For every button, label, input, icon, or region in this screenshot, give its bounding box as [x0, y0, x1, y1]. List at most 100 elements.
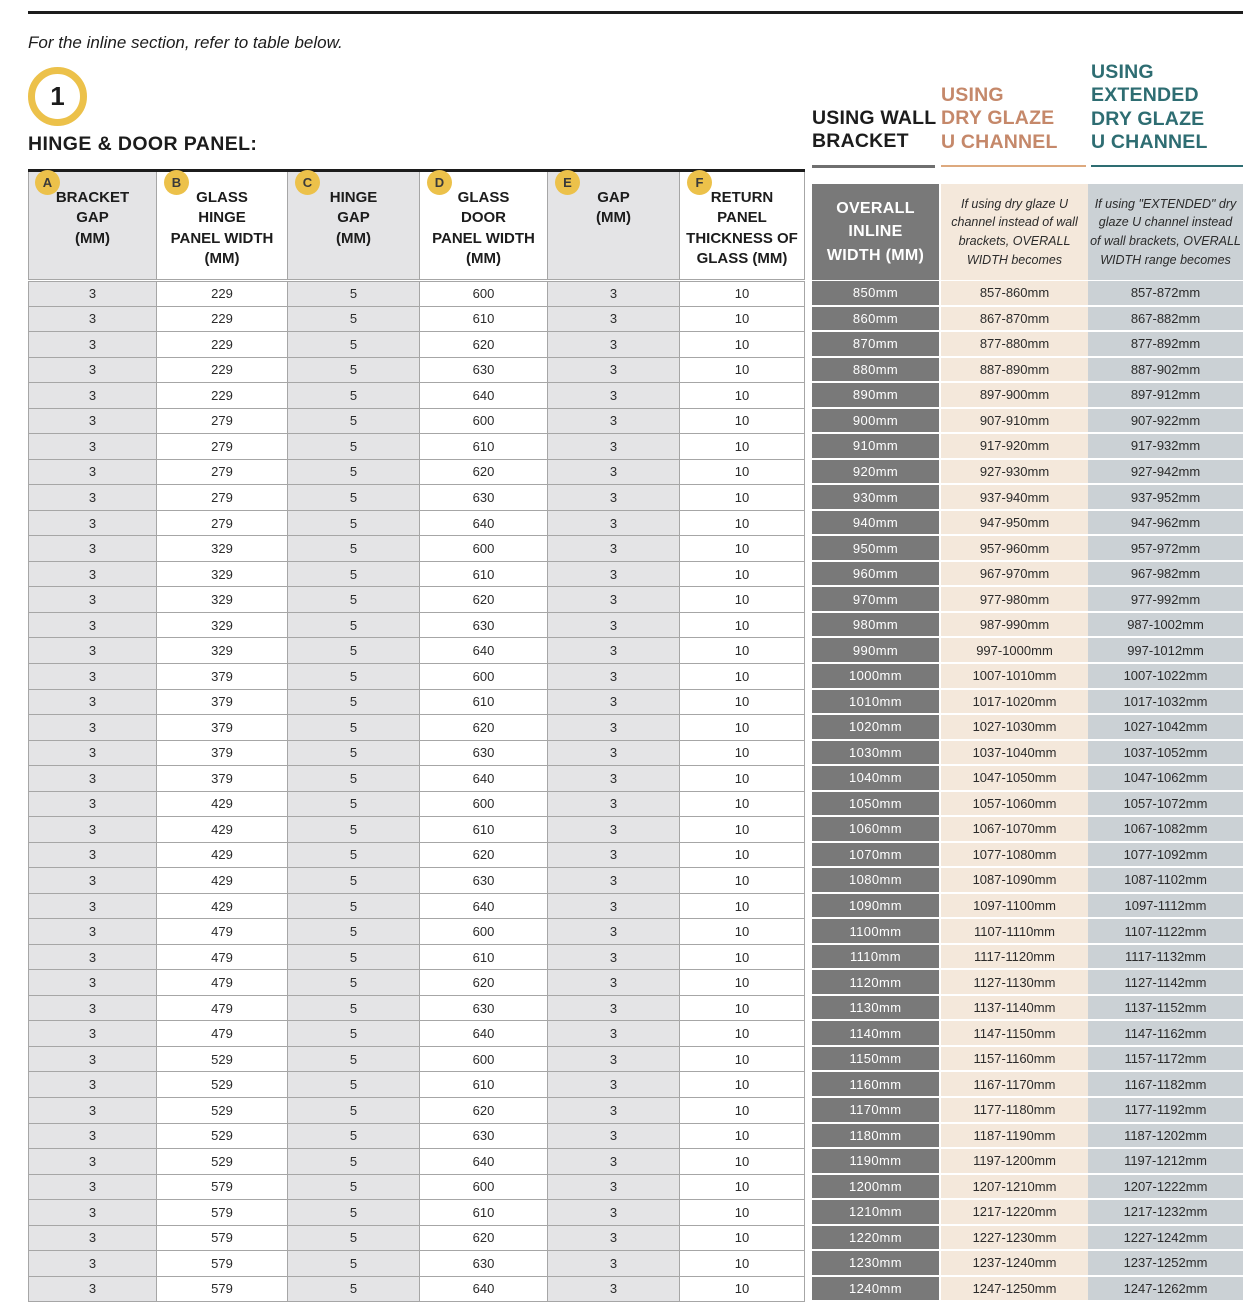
- column-header-dry-glaze-note: If using dry glaze U channel instead of …: [941, 184, 1088, 280]
- cell-dry-glaze-width: 1007-1010mm: [941, 663, 1088, 690]
- cell-return-panel-thickness: 10: [680, 1225, 805, 1252]
- cell-hinge-gap: 5: [288, 1072, 420, 1098]
- cell-return-panel-thickness: 10: [680, 1098, 805, 1124]
- cell-return-panel-thickness: 10: [680, 357, 805, 384]
- column-gap: [805, 664, 812, 690]
- cell-glass-hinge-panel-width: 579: [157, 1276, 288, 1303]
- cell-gap: 3: [548, 281, 680, 307]
- cell-glass-door-panel-width: 630: [420, 868, 548, 894]
- cell-return-panel-thickness: 10: [680, 893, 805, 920]
- cell-hinge-gap: 5: [288, 1200, 420, 1226]
- column-header-return-panel-thickness: RETURN PANEL THICKNESS OF GLASS (MM): [680, 172, 805, 280]
- cell-extended-width: 1017-1032mm: [1088, 689, 1243, 716]
- cell-return-panel-thickness: 10: [680, 1251, 805, 1277]
- cell-glass-hinge-panel-width: 429: [157, 868, 288, 894]
- cell-return-panel-thickness: 10: [680, 970, 805, 996]
- column-header-glass-door-panel-width: GLASS DOOR PANEL WIDTH (MM): [420, 172, 548, 280]
- cell-extended-width: 1237-1252mm: [1088, 1251, 1243, 1277]
- cell-overall-inline-width: 1010mm: [812, 689, 939, 716]
- cell-hinge-gap: 5: [288, 587, 420, 613]
- cell-overall-inline-width: 1050mm: [812, 791, 939, 818]
- cell-dry-glaze-width: 867-870mm: [941, 306, 1088, 333]
- column-gap: [805, 970, 812, 996]
- cell-bracket-gap: 3: [28, 1098, 157, 1124]
- cell-gap: 3: [548, 868, 680, 894]
- cell-overall-inline-width: 1090mm: [812, 893, 939, 920]
- cell-bracket-gap: 3: [28, 1200, 157, 1226]
- cell-return-panel-thickness: 10: [680, 663, 805, 690]
- cell-gap: 3: [548, 1149, 680, 1175]
- cell-overall-inline-width: 920mm: [812, 459, 939, 486]
- cell-return-panel-thickness: 10: [680, 536, 805, 562]
- cell-return-panel-thickness: 10: [680, 868, 805, 894]
- cell-gap: 3: [548, 766, 680, 792]
- cell-glass-hinge-panel-width: 329: [157, 612, 288, 639]
- cell-glass-hinge-panel-width: 229: [157, 357, 288, 384]
- cell-return-panel-thickness: 10: [680, 281, 805, 307]
- cell-glass-door-panel-width: 630: [420, 357, 548, 384]
- column-gap: [805, 383, 812, 409]
- table-row: 3 329 5 640 3 10 990mm 997-1000mm 997-10…: [28, 638, 1243, 664]
- cell-glass-hinge-panel-width: 529: [157, 1046, 288, 1073]
- cell-hinge-gap: 5: [288, 893, 420, 920]
- table-row: 3 579 5 620 3 10 1220mm 1227-1230mm 1227…: [28, 1225, 1243, 1252]
- cell-bracket-gap: 3: [28, 740, 157, 767]
- cell-extended-width: 1067-1082mm: [1088, 817, 1243, 843]
- table-row: 3 229 5 630 3 10 880mm 887-890mm 887-902…: [28, 357, 1243, 384]
- cell-hinge-gap: 5: [288, 689, 420, 716]
- table-row: 3 229 5 620 3 10 870mm 877-880mm 877-892…: [28, 332, 1243, 358]
- column-gap: [805, 1251, 812, 1277]
- cell-glass-hinge-panel-width: 279: [157, 408, 288, 435]
- cell-glass-door-panel-width: 640: [420, 766, 548, 792]
- cell-dry-glaze-width: 997-1000mm: [941, 638, 1088, 664]
- cell-glass-hinge-panel-width: 279: [157, 459, 288, 486]
- cell-dry-glaze-width: 1047-1050mm: [941, 766, 1088, 792]
- cell-glass-hinge-panel-width: 479: [157, 970, 288, 996]
- cell-overall-inline-width: 1190mm: [812, 1149, 939, 1175]
- cell-extended-width: 1167-1182mm: [1088, 1072, 1243, 1098]
- table-row: 3 479 5 620 3 10 1120mm 1127-1130mm 1127…: [28, 970, 1243, 996]
- cell-glass-hinge-panel-width: 429: [157, 791, 288, 818]
- cell-glass-door-panel-width: 630: [420, 612, 548, 639]
- table-row: 3 279 5 630 3 10 930mm 937-940mm 937-952…: [28, 485, 1243, 511]
- cell-hinge-gap: 5: [288, 715, 420, 741]
- cell-gap: 3: [548, 970, 680, 996]
- cell-extended-width: 1137-1152mm: [1088, 995, 1243, 1022]
- cell-bracket-gap: 3: [28, 357, 157, 384]
- cell-overall-inline-width: 1000mm: [812, 663, 939, 690]
- cell-hinge-gap: 5: [288, 281, 420, 307]
- cell-extended-width: 1187-1202mm: [1088, 1123, 1243, 1150]
- cell-dry-glaze-width: 1017-1020mm: [941, 689, 1088, 716]
- cell-overall-inline-width: 1140mm: [812, 1021, 939, 1047]
- cell-extended-width: 987-1002mm: [1088, 612, 1243, 639]
- cell-glass-hinge-panel-width: 229: [157, 332, 288, 358]
- cell-glass-hinge-panel-width: 379: [157, 663, 288, 690]
- cell-gap: 3: [548, 561, 680, 588]
- step-number: 1: [50, 81, 65, 111]
- cell-bracket-gap: 3: [28, 663, 157, 690]
- badge-d-icon: D: [427, 170, 452, 195]
- table-row: 3 229 5 600 3 10 850mm 857-860mm 857-872…: [28, 281, 1243, 307]
- table-row: 3 329 5 620 3 10 970mm 977-980mm 977-992…: [28, 587, 1243, 613]
- cell-gap: 3: [548, 1251, 680, 1277]
- cell-glass-door-panel-width: 640: [420, 638, 548, 664]
- column-gap: [805, 613, 812, 639]
- table-row: 3 479 5 640 3 10 1140mm 1147-1150mm 1147…: [28, 1021, 1243, 1047]
- cell-glass-door-panel-width: 620: [420, 970, 548, 996]
- table-row: 3 279 5 610 3 10 910mm 917-920mm 917-932…: [28, 434, 1243, 460]
- cell-return-panel-thickness: 10: [680, 791, 805, 818]
- column-gap: [805, 715, 812, 741]
- cell-overall-inline-width: 880mm: [812, 357, 939, 384]
- cell-extended-width: 1087-1102mm: [1088, 868, 1243, 894]
- table-row: 3 279 5 640 3 10 940mm 947-950mm 947-962…: [28, 510, 1243, 537]
- cell-return-panel-thickness: 10: [680, 1276, 805, 1303]
- column-gap: [805, 587, 812, 613]
- cell-bracket-gap: 3: [28, 944, 157, 971]
- cell-return-panel-thickness: 10: [680, 459, 805, 486]
- underline-wall-bracket: [812, 165, 935, 168]
- cell-glass-door-panel-width: 630: [420, 740, 548, 767]
- cell-bracket-gap: 3: [28, 1123, 157, 1150]
- cell-glass-hinge-panel-width: 479: [157, 995, 288, 1022]
- cell-glass-door-panel-width: 600: [420, 663, 548, 690]
- cell-overall-inline-width: 1070mm: [812, 842, 939, 869]
